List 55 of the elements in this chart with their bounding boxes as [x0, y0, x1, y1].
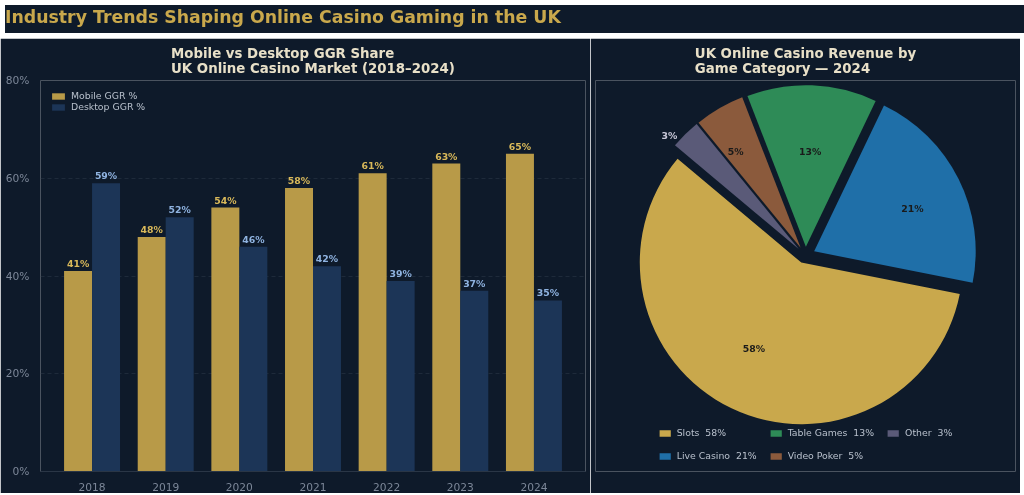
legend-label: Mobile GGR %: [71, 90, 138, 101]
x-tick-label: 2023: [446, 480, 474, 494]
data-label: 48%: [140, 223, 164, 235]
legend-label: Other 3%: [905, 427, 953, 438]
bar: [92, 183, 121, 472]
y-tick-label: 0%: [12, 465, 30, 478]
bar: [239, 246, 268, 472]
bar: [64, 271, 93, 472]
legend-label: Desktop GGR %: [71, 101, 146, 112]
legend-label: Live Casino 21%: [676, 450, 757, 461]
x-tick-label: 2020: [225, 480, 254, 494]
data-label: 3%: [661, 130, 678, 142]
bar: [165, 217, 194, 472]
bar: [460, 290, 489, 472]
x-tick-label: 2018: [78, 480, 106, 494]
data-label: 52%: [168, 204, 192, 216]
y-tick-label: 40%: [5, 269, 30, 283]
chart-title: Mobile vs Desktop GGR Share UK Online Casino Market (2018–2024): [171, 45, 455, 76]
data-label: 65%: [508, 140, 532, 152]
data-label: 35%: [536, 287, 560, 299]
data-label: 63%: [435, 150, 459, 162]
text: Industry Trends Shaping Online Casino Gaming in the UK: [5, 6, 561, 29]
data-label: 46%: [242, 233, 266, 245]
data-label: 59%: [94, 170, 118, 182]
data-label: 37%: [463, 277, 487, 289]
data-label: 5%: [727, 145, 745, 157]
data-label: 42%: [315, 253, 339, 265]
data-label: 58%: [287, 175, 311, 187]
bar: [505, 153, 534, 472]
data-label: 39%: [389, 267, 413, 279]
x-tick-label: 2024: [520, 480, 548, 494]
bar: [386, 280, 415, 472]
y-tick-label: 80%: [5, 74, 30, 87]
bar: [313, 266, 341, 472]
legend-label: Video Poker 5%: [787, 450, 864, 461]
legend-label: Table Games 13%: [787, 427, 875, 438]
y-tick-label: 20%: [5, 367, 30, 381]
bar: [432, 163, 461, 472]
data-label: 41%: [66, 258, 90, 270]
x-tick-label: 2019: [152, 480, 180, 494]
y-tick-label: 60%: [5, 171, 30, 185]
bar: [358, 173, 387, 472]
bar: [137, 236, 166, 472]
x-tick-label: 2022: [373, 480, 401, 494]
chart-title: UK Online Casino Revenue by Game Category — 2024: [694, 45, 917, 76]
x-tick-label: 2021: [299, 480, 327, 494]
data-label: 61%: [361, 160, 385, 172]
data-label: 21%: [901, 203, 925, 215]
data-label: 58%: [742, 342, 766, 354]
bar: [211, 207, 240, 472]
data-label: 13%: [798, 146, 822, 158]
bar: [285, 188, 313, 472]
legend-label: Slots 58%: [676, 427, 727, 438]
bar: [533, 300, 562, 472]
data-label: 54%: [214, 194, 238, 206]
